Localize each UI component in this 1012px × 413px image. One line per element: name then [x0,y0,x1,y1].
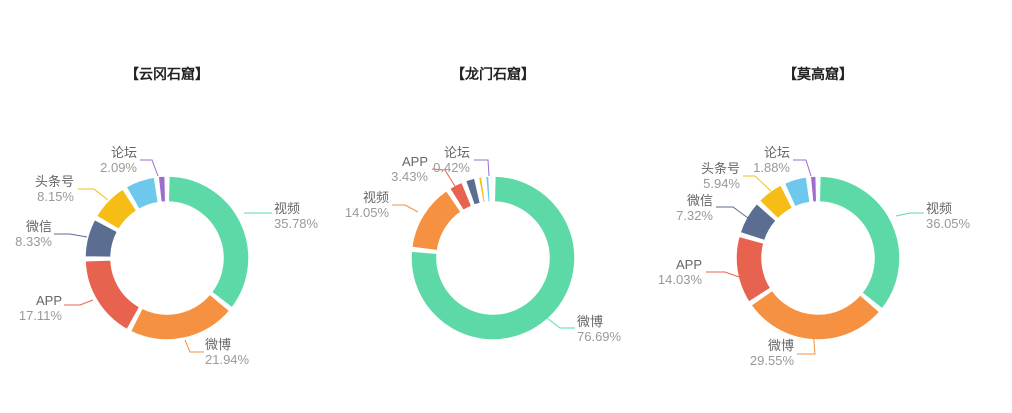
slice-label-name: APP [676,257,702,272]
slice-segment-6[interactable] [125,176,160,211]
slice-label-name: 论坛 [444,145,470,160]
slice-label-name: 微博 [577,314,603,329]
slice-label-name: 头条号 [35,174,74,189]
slice-label-name: 视频 [926,201,952,216]
label-leader-line [793,159,812,177]
slice-label-percent: 8.15% [37,189,74,204]
slice-论坛[interactable] [809,175,818,204]
label-leader-line [54,233,88,238]
slice-label-percent: 2.09% [100,160,137,175]
slice-label-name: APP [36,293,62,308]
slice-label-name: 论坛 [764,145,790,160]
slice-label-name: 微信 [687,193,713,208]
slice-label-name: 微博 [205,337,231,352]
slice-segment-6[interactable] [484,175,492,203]
slice-label-percent: 1.88% [753,160,790,175]
slice-label-name: 微博 [768,338,794,353]
slice-segment-6[interactable] [783,176,811,208]
label-leader-line [431,168,457,189]
slice-微博[interactable] [129,293,231,341]
slice-微博[interactable] [410,175,576,341]
slice-label-percent: 36.05% [926,216,971,231]
slice-视频[interactable] [167,175,250,309]
slice-segment-4[interactable] [464,177,482,207]
chart-title: 【云冈石窟】 [125,66,209,83]
slice-APP[interactable] [448,181,473,212]
slice-segment-5[interactable] [477,176,487,204]
slice-微信[interactable] [739,202,777,242]
label-leader-line [716,206,749,219]
slice-label-percent: 5.94% [703,176,740,191]
label-leader-line [392,204,419,213]
slice-label-percent: 29.55% [750,353,795,368]
slice-APP[interactable] [735,235,772,303]
slice-label-percent: 0.42% [433,160,470,175]
slice-label-percent: 7.32% [676,208,713,223]
slice-微博[interactable] [750,289,881,341]
slice-APP[interactable] [84,259,141,331]
slice-头条号[interactable] [758,184,794,220]
slice-视频[interactable] [818,175,901,310]
slice-论坛[interactable] [157,175,167,204]
label-leader-line [64,299,94,306]
label-leader-line [184,339,204,353]
slice-label-name: 视频 [274,201,300,216]
slice-label-name: 论坛 [111,145,137,160]
label-leader-line [706,271,743,279]
label-leader-line [474,159,490,177]
slice-label-percent: 14.05% [345,205,390,220]
slice-label-name: 头条号 [701,161,740,176]
label-leader-line [743,175,772,192]
slice-label-percent: 8.33% [15,234,52,249]
slice-头条号[interactable] [95,188,138,231]
slice-label-percent: 76.69% [577,329,622,344]
slice-label-percent: 17.11% [19,308,63,323]
slice-label-percent: 35.78% [274,216,319,231]
slice-label-percent: 14.03% [658,272,703,287]
label-leader-line [895,212,924,217]
slice-label-name: 视频 [363,190,389,205]
label-leader-line [140,159,159,177]
label-leader-line [546,317,575,329]
slice-label-name: 微信 [26,219,52,234]
chart-title: 【莫高窟】 [783,66,853,83]
slice-label-percent: 21.94% [205,352,250,367]
slice-label-name: APP [402,154,428,169]
slice-label-percent: 3.43% [391,169,428,184]
slice-视频[interactable] [410,189,462,252]
chart-title: 【龙门石窟】 [451,66,535,83]
label-leader-line [797,329,816,355]
label-leader-line [78,188,109,201]
slice-微信[interactable] [84,218,119,259]
slice-论坛[interactable] [490,175,494,203]
